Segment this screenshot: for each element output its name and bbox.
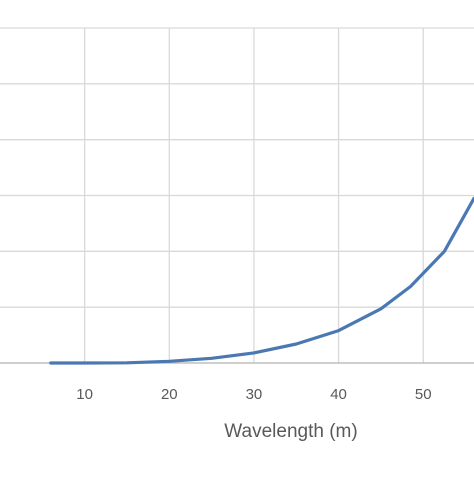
grid-layer <box>0 27 474 363</box>
series-line <box>49 196 474 365</box>
x-tick-label: 20 <box>161 386 178 403</box>
x-axis-title: Wavelength (m) <box>224 421 357 442</box>
x-tick-label: 30 <box>246 386 263 403</box>
x-tick-label: 10 <box>76 386 93 403</box>
x-tick-label: 50 <box>415 386 432 403</box>
x-tick-label: 40 <box>330 386 347 403</box>
series-layer <box>49 196 474 365</box>
label-layer: 10 20 30 40 50 <box>76 386 431 403</box>
